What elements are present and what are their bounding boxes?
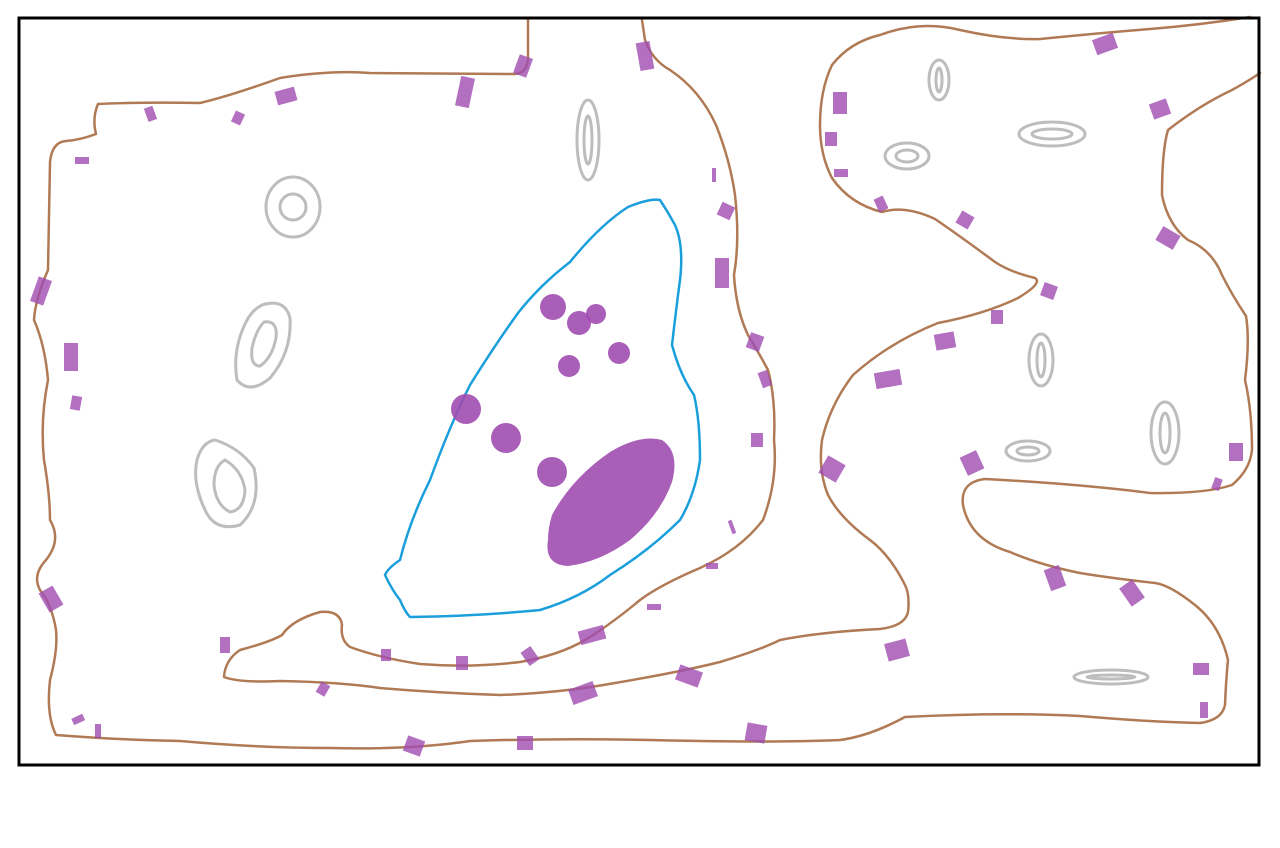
granule bbox=[716, 201, 736, 221]
granule bbox=[274, 86, 298, 106]
ring bbox=[1149, 400, 1181, 466]
middle-cell-outline bbox=[222, 15, 1252, 697]
purple-dot bbox=[540, 294, 566, 320]
granule bbox=[230, 110, 246, 126]
granule bbox=[69, 395, 83, 411]
ring bbox=[582, 114, 594, 166]
granule bbox=[647, 604, 661, 610]
granule bbox=[833, 92, 847, 114]
granule bbox=[873, 195, 889, 213]
nucleus-outline bbox=[383, 198, 702, 619]
ring bbox=[1085, 673, 1137, 681]
granule bbox=[455, 75, 475, 109]
ring bbox=[212, 458, 247, 514]
nucleus-contents bbox=[451, 294, 675, 566]
granule bbox=[520, 646, 540, 666]
granule bbox=[825, 132, 837, 146]
ring bbox=[1004, 439, 1052, 463]
granule bbox=[991, 310, 1003, 324]
granule bbox=[1229, 443, 1243, 461]
ring bbox=[1027, 332, 1055, 388]
purple-dot bbox=[567, 311, 591, 335]
ring-group bbox=[194, 58, 1181, 686]
granule bbox=[818, 455, 846, 483]
granule bbox=[95, 724, 101, 738]
granule bbox=[959, 450, 985, 476]
purple-dot bbox=[451, 394, 481, 424]
ring bbox=[264, 175, 322, 239]
granule bbox=[933, 331, 957, 351]
granule bbox=[1211, 476, 1223, 492]
granule bbox=[1040, 282, 1058, 300]
granule bbox=[1119, 579, 1145, 607]
granule bbox=[1091, 32, 1119, 56]
granule bbox=[706, 563, 718, 569]
granule bbox=[873, 368, 903, 390]
granule bbox=[75, 157, 89, 164]
granule bbox=[1148, 98, 1172, 120]
ring bbox=[1072, 668, 1150, 686]
ring bbox=[934, 66, 944, 94]
ring bbox=[883, 141, 931, 171]
ring bbox=[194, 438, 258, 529]
granule bbox=[315, 681, 331, 697]
granule bbox=[751, 433, 763, 447]
granule bbox=[712, 168, 716, 182]
left-cell-outline bbox=[32, 18, 1262, 750]
purple-dot bbox=[537, 457, 567, 487]
granule bbox=[757, 369, 773, 389]
purple-dot bbox=[491, 423, 521, 453]
granule bbox=[517, 736, 533, 750]
granule bbox=[834, 169, 848, 177]
granule bbox=[1043, 564, 1067, 592]
ring bbox=[250, 320, 278, 368]
granule-group bbox=[29, 32, 1243, 757]
granule bbox=[1200, 702, 1208, 718]
granule bbox=[456, 656, 468, 670]
granule bbox=[577, 624, 607, 646]
granule bbox=[29, 276, 53, 306]
granule bbox=[568, 681, 598, 705]
ring bbox=[1017, 120, 1087, 148]
granule bbox=[955, 210, 975, 230]
purple-dot bbox=[558, 355, 580, 377]
granule bbox=[513, 54, 533, 78]
ring bbox=[1158, 411, 1172, 455]
granule bbox=[674, 664, 704, 688]
granule bbox=[745, 332, 765, 352]
granule bbox=[744, 722, 768, 744]
ring bbox=[278, 192, 308, 222]
ring bbox=[927, 58, 951, 102]
granule bbox=[715, 258, 729, 288]
granule bbox=[220, 637, 230, 653]
ring bbox=[894, 148, 920, 164]
granule bbox=[38, 585, 64, 613]
granule bbox=[143, 105, 158, 122]
granule bbox=[727, 519, 737, 535]
purple-dot bbox=[608, 342, 630, 364]
frame-border bbox=[17, 16, 1261, 767]
granule bbox=[64, 343, 78, 371]
ring bbox=[1035, 341, 1047, 379]
large-purple-blob bbox=[547, 438, 675, 566]
granule bbox=[1155, 226, 1181, 250]
granule bbox=[635, 40, 655, 72]
ring bbox=[1015, 445, 1041, 457]
ring bbox=[234, 301, 292, 389]
granule bbox=[71, 713, 86, 726]
purple-dot bbox=[586, 304, 606, 324]
ring bbox=[1030, 127, 1074, 141]
ring bbox=[575, 98, 601, 182]
granule bbox=[884, 638, 910, 662]
granule bbox=[1193, 663, 1209, 675]
granule bbox=[402, 735, 426, 757]
granule bbox=[381, 649, 391, 661]
